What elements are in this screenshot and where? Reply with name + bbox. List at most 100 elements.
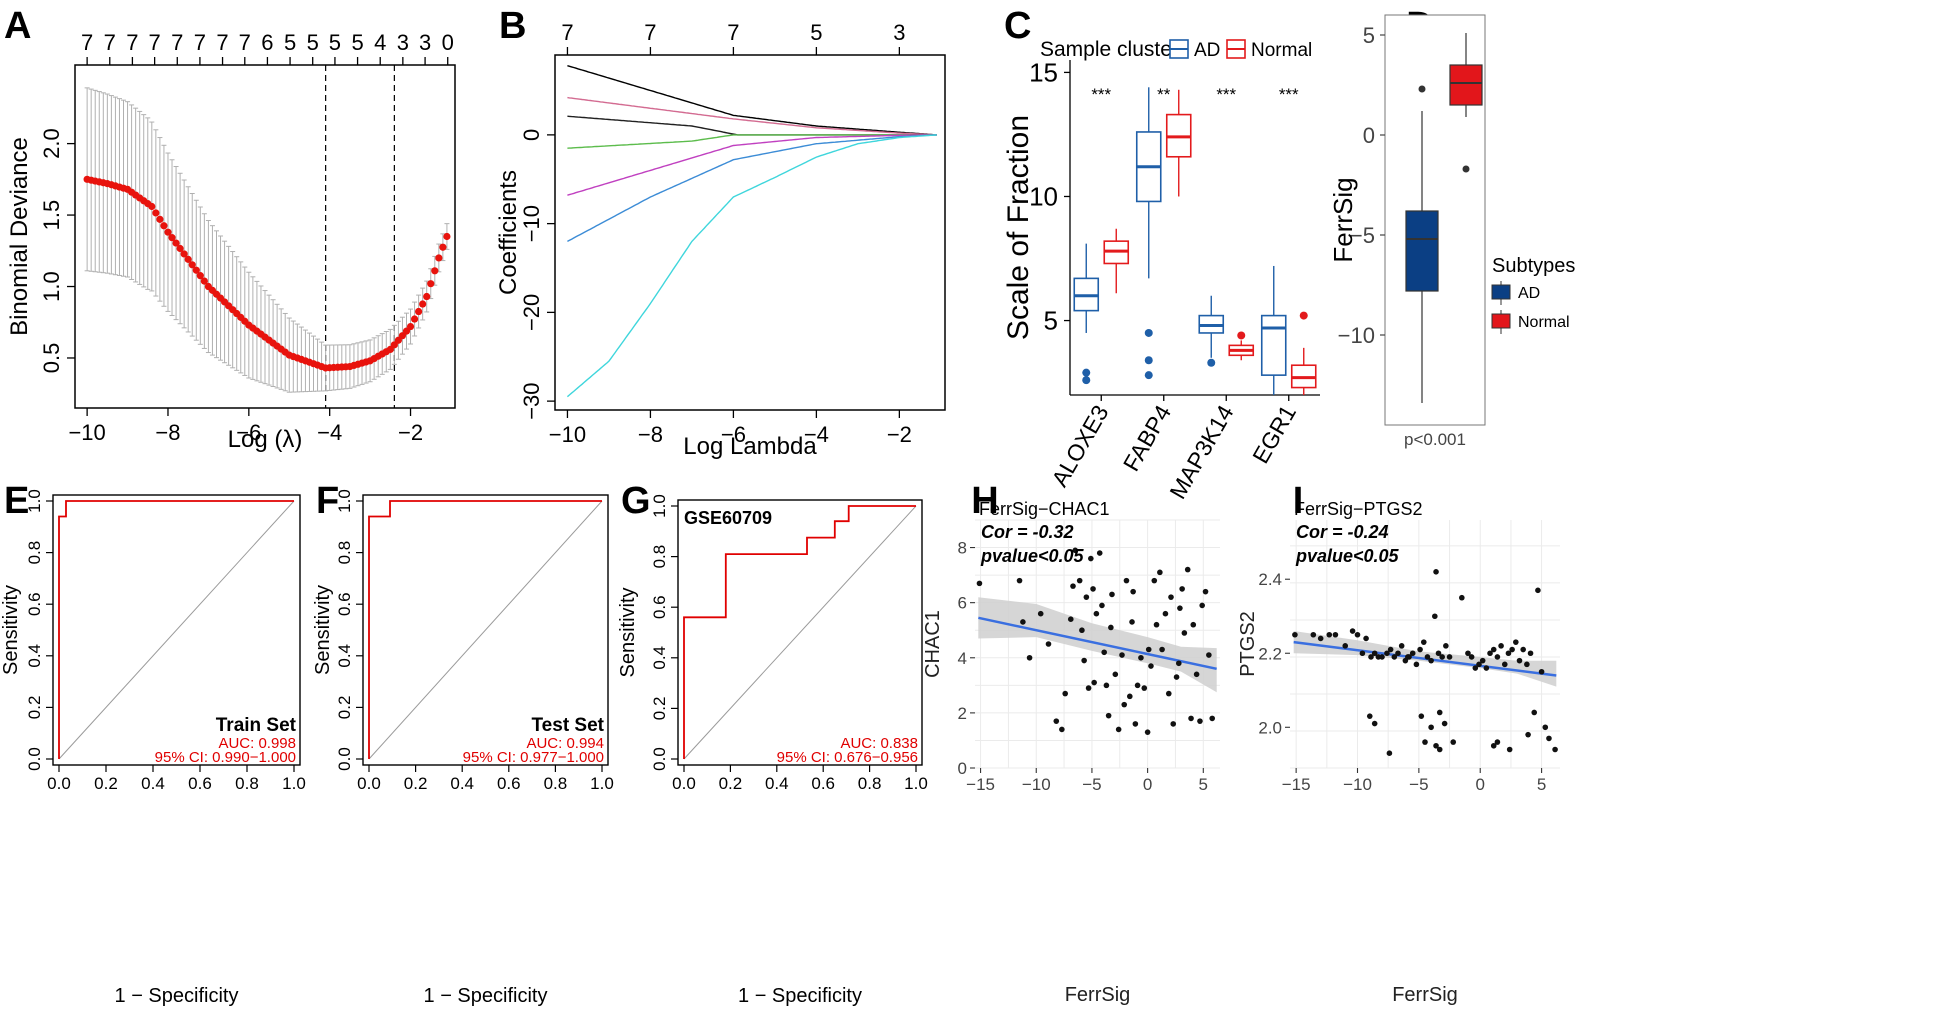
x-tick-label: 0.4	[141, 774, 165, 793]
scatter-point	[1045, 641, 1052, 647]
x-tick-label: EGR1	[1247, 401, 1301, 468]
top-tick-label: 5	[329, 30, 341, 55]
x-tick-label: −2	[887, 422, 912, 447]
coefficient-path-line	[567, 134, 937, 196]
scatter-point	[1342, 643, 1349, 649]
y-tick-label: 0.6	[25, 592, 44, 616]
panel-label: H	[971, 480, 998, 522]
top-tick-label: 4	[374, 30, 386, 55]
y-tick-label: 5	[1044, 306, 1058, 336]
chance-diagonal	[368, 500, 603, 760]
x-tick-label: 0.6	[188, 774, 212, 793]
scatter-point	[1366, 713, 1373, 719]
scatter-point	[1498, 643, 1504, 649]
y-tick-label: 0.0	[335, 747, 354, 771]
outlier-point	[1082, 376, 1091, 385]
scatter-point	[1524, 661, 1530, 668]
scatter-point	[1479, 657, 1486, 664]
top-tick-label: 5	[284, 30, 296, 55]
scatter-point	[1424, 654, 1431, 660]
cv-point	[415, 307, 423, 316]
top-tick-label: 5	[351, 30, 363, 55]
scatter-point	[1459, 594, 1465, 601]
panel-label: B	[499, 5, 526, 47]
scatter-point	[1494, 739, 1501, 745]
panel-i: I −15 −10 −5 0 5 2.0 2.2 2.4 FerrSig−PTGS2 Cor = -…	[1237, 480, 1560, 1006]
x-tick-label: 0.8	[544, 774, 568, 793]
scatter-point	[1193, 671, 1200, 678]
scatter-point	[1099, 602, 1105, 609]
x-axis-title: 1 − Specificity	[738, 985, 862, 1007]
y-tick-label: 10	[1029, 181, 1058, 211]
scatter-point	[1123, 577, 1130, 584]
cv-point	[406, 322, 415, 331]
x-tick-label: −10	[1343, 775, 1372, 794]
scatter-point	[1433, 742, 1439, 749]
scatter-point	[1115, 726, 1122, 733]
x-tick-label: 1.0	[282, 774, 306, 793]
top-tick-label: 7	[171, 30, 183, 55]
scatter-point	[1525, 731, 1531, 738]
y-tick-label: −20	[519, 294, 544, 331]
x-axis-title: FerrSig	[1392, 984, 1458, 1006]
y-tick-label: 1.0	[650, 494, 669, 518]
coefficient-path-line	[567, 134, 937, 149]
scatter-point	[1513, 639, 1519, 645]
x-tick-label: 1.0	[904, 774, 928, 793]
scatter-point	[1134, 682, 1141, 689]
x-tick-label: −15	[966, 775, 995, 794]
y-tick-label: −30	[519, 382, 544, 419]
panel-h: H −15 −10 −5 0 5 0 2 4 6 8 FerrSig−CHAC1 Cor = -0.32…	[922, 480, 1220, 1006]
y-tick-label: 0.8	[25, 541, 44, 565]
top-tick-label: 7	[727, 20, 739, 45]
x-tick-label: −5	[1409, 775, 1428, 794]
scatter-point	[1026, 654, 1033, 661]
cv-point	[148, 202, 156, 211]
y-tick-label: −10	[519, 205, 544, 242]
outlier-point	[1462, 165, 1470, 173]
y-axis-title: FerrSig	[1328, 177, 1358, 262]
scatter-point	[1053, 718, 1060, 724]
top-tick-label: 7	[644, 20, 656, 45]
scatter-point	[1170, 721, 1177, 727]
ci-label: 95% CI: 0.990−1.000	[155, 749, 296, 766]
x-tick-label: 0.2	[404, 774, 428, 793]
regression-line	[1293, 640, 1557, 677]
y-tick-label: 2.0	[39, 128, 64, 159]
top-tick-label: 3	[397, 30, 409, 55]
y-tick-label: 0.6	[650, 595, 669, 619]
chance-diagonal	[683, 505, 917, 760]
x-tick-label: FABP4	[1118, 400, 1176, 475]
cv-point	[160, 222, 168, 230]
legend-title: Sample cluster	[1040, 38, 1179, 61]
x-tick-label: −10	[1022, 775, 1051, 794]
scatter-point	[1175, 660, 1182, 667]
scatter-point	[1494, 654, 1501, 660]
scatter-point	[1468, 654, 1475, 660]
coefficient-path-line	[566, 134, 937, 398]
scatter-point	[1181, 630, 1188, 636]
outlier-point	[1082, 368, 1091, 377]
scatter-point	[1016, 577, 1023, 584]
scatter-point	[1433, 569, 1439, 575]
scatter-point	[1153, 621, 1160, 628]
x-tick-label: −6	[721, 422, 746, 447]
scatter-point	[1141, 685, 1148, 691]
y-tick-label: 0	[958, 759, 967, 778]
x-axis-title: FerrSig	[1065, 984, 1131, 1006]
cv-point	[192, 266, 200, 274]
panel-label: G	[621, 480, 651, 522]
legend-label: AD	[1518, 285, 1540, 302]
scatter-point	[1428, 724, 1434, 731]
scatter-point	[1363, 635, 1369, 642]
scatter-point	[1096, 550, 1103, 556]
top-tick-label: 3	[419, 30, 431, 55]
outlier-point	[1207, 358, 1216, 367]
y-tick-label: 0.0	[650, 747, 669, 771]
scatter-point	[1384, 650, 1390, 657]
scatter-point	[1326, 631, 1333, 638]
scatter-point	[1144, 729, 1151, 735]
scatter-point	[1070, 583, 1076, 589]
scatter-point	[1368, 654, 1374, 660]
legend-swatch	[1491, 284, 1511, 300]
